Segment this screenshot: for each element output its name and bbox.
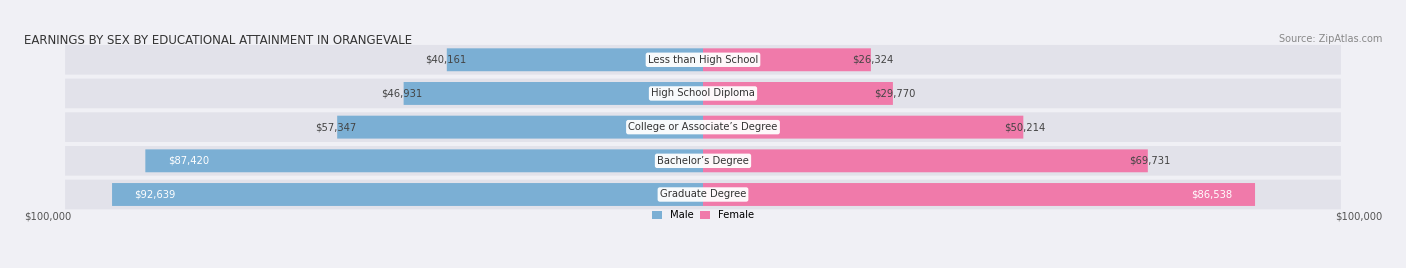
Text: $50,214: $50,214 [1004,122,1046,132]
FancyBboxPatch shape [703,149,1147,172]
Text: $92,639: $92,639 [135,189,176,199]
FancyBboxPatch shape [65,180,1341,209]
Text: $57,347: $57,347 [315,122,356,132]
Text: Source: ZipAtlas.com: Source: ZipAtlas.com [1279,34,1382,43]
Text: $29,770: $29,770 [873,88,915,98]
Text: $26,324: $26,324 [852,55,893,65]
FancyBboxPatch shape [65,79,1341,108]
FancyBboxPatch shape [65,45,1341,75]
FancyBboxPatch shape [447,48,703,71]
FancyBboxPatch shape [112,183,703,206]
Text: High School Diploma: High School Diploma [651,88,755,98]
Text: Less than High School: Less than High School [648,55,758,65]
FancyBboxPatch shape [65,112,1341,142]
Text: $100,000: $100,000 [1336,211,1382,221]
Text: EARNINGS BY SEX BY EDUCATIONAL ATTAINMENT IN ORANGEVALE: EARNINGS BY SEX BY EDUCATIONAL ATTAINMEN… [24,34,412,47]
Legend: Male, Female: Male, Female [648,206,758,224]
FancyBboxPatch shape [337,116,703,139]
Text: Graduate Degree: Graduate Degree [659,189,747,199]
FancyBboxPatch shape [703,183,1256,206]
Text: $46,931: $46,931 [381,88,423,98]
Text: $100,000: $100,000 [24,211,70,221]
Text: $69,731: $69,731 [1129,156,1170,166]
FancyBboxPatch shape [703,116,1024,139]
FancyBboxPatch shape [703,48,870,71]
FancyBboxPatch shape [404,82,703,105]
FancyBboxPatch shape [65,146,1341,176]
FancyBboxPatch shape [703,82,893,105]
Text: $40,161: $40,161 [425,55,465,65]
Text: Bachelor’s Degree: Bachelor’s Degree [657,156,749,166]
Text: $86,538: $86,538 [1191,189,1233,199]
FancyBboxPatch shape [145,149,703,172]
Text: $87,420: $87,420 [167,156,209,166]
Text: College or Associate’s Degree: College or Associate’s Degree [628,122,778,132]
